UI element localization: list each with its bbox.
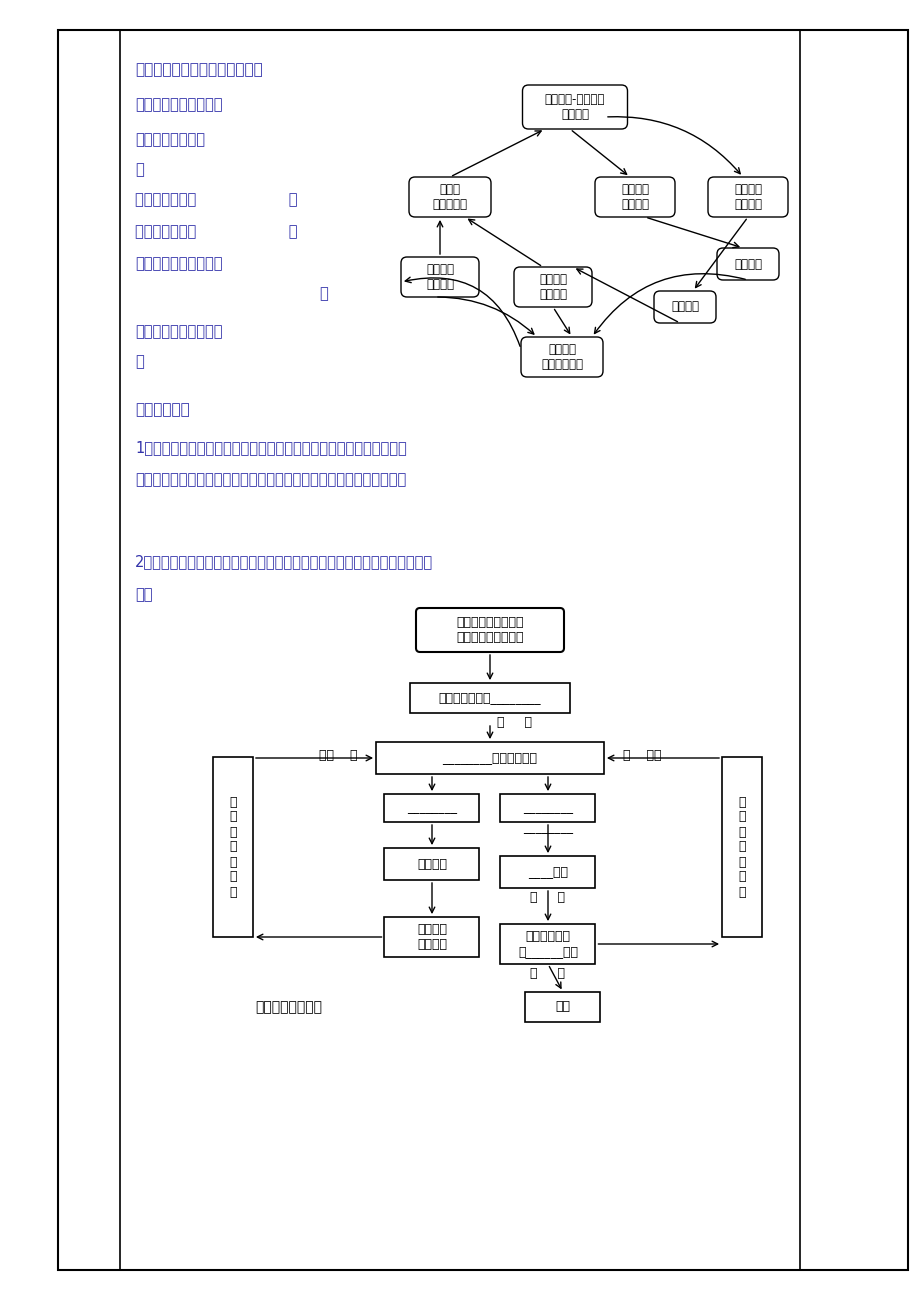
Text: （一）体温恒定的调节: （一）体温恒定的调节 bbox=[135, 98, 222, 112]
FancyBboxPatch shape bbox=[213, 756, 253, 937]
Text: 体温低于
正常体温: 体温低于 正常体温 bbox=[539, 273, 566, 301]
Text: 通过神经-体液调节
发出信息: 通过神经-体液调节 发出信息 bbox=[544, 92, 605, 121]
Text: ；: ； bbox=[135, 286, 328, 301]
Text: 体温感觉中枢是                    ；: 体温感觉中枢是 ； bbox=[135, 224, 297, 240]
Text: 主动饮水
补充水分: 主动饮水 补充水分 bbox=[416, 923, 447, 950]
Text: 。: 。 bbox=[135, 354, 143, 368]
Text: 【课堂探究】: 【课堂探究】 bbox=[135, 402, 189, 417]
Text: 细胞外液渗透压________: 细胞外液渗透压________ bbox=[438, 691, 540, 704]
Text: 体温升高: 体温升高 bbox=[670, 301, 698, 314]
FancyBboxPatch shape bbox=[410, 684, 570, 713]
FancyBboxPatch shape bbox=[401, 256, 479, 297]
Text: 饮水不足、体内失水
过多或吃的食物过咸: 饮水不足、体内失水 过多或吃的食物过咸 bbox=[456, 616, 523, 644]
FancyBboxPatch shape bbox=[520, 337, 602, 378]
FancyBboxPatch shape bbox=[500, 794, 595, 822]
Text: 抗利尿激素的作用：提高肾脏集合管对水的通透性，促进水的重吸收。: 抗利尿激素的作用：提高肾脏集合管对水的通透性，促进水的重吸收。 bbox=[135, 473, 406, 487]
Text: 1、抗利尿激素的产生部位、释放部位、作用部位及其作用分别是什么: 1、抗利尿激素的产生部位、释放部位、作用部位及其作用分别是什么 bbox=[135, 440, 406, 454]
FancyBboxPatch shape bbox=[500, 924, 595, 963]
FancyBboxPatch shape bbox=[384, 848, 479, 880]
Text: 体温调节中枢是                    ；: 体温调节中枢是 ； bbox=[135, 191, 297, 207]
FancyBboxPatch shape bbox=[721, 756, 761, 937]
Text: 散热减少
产热增加: 散热减少 产热增加 bbox=[620, 184, 648, 211]
Text: 产生渴觉: 产生渴觉 bbox=[416, 858, 447, 871]
Text: 人体热量的散失途径有: 人体热量的散失途径有 bbox=[135, 256, 222, 271]
Text: ________: ________ bbox=[406, 802, 457, 815]
Text: 散热增加
产热减少: 散热增加 产热减少 bbox=[733, 184, 761, 211]
Text: 肾小管、集合
管______水分: 肾小管、集合 管______水分 bbox=[517, 930, 577, 958]
FancyBboxPatch shape bbox=[525, 992, 600, 1022]
Text: 尿量: 尿量 bbox=[555, 1000, 570, 1013]
FancyBboxPatch shape bbox=[653, 292, 715, 323]
Text: ________: ________ bbox=[522, 802, 573, 815]
FancyBboxPatch shape bbox=[376, 742, 604, 773]
Text: ________: ________ bbox=[522, 822, 573, 835]
Text: 水盐平衡调节图解: 水盐平衡调节图解 bbox=[255, 1000, 322, 1014]
Text: （     ）: （ ） bbox=[497, 716, 532, 729]
Text: ____激素: ____激素 bbox=[528, 866, 567, 879]
Text: （    ）细: （ ）细 bbox=[622, 750, 661, 763]
Text: 化的: 化的 bbox=[135, 587, 153, 602]
Text: 三、人体的体温调节和水盐调节: 三、人体的体温调节和水盐调节 bbox=[135, 62, 263, 77]
Text: 细
胞
外
液
渗
透
压: 细 胞 外 液 渗 透 压 bbox=[229, 796, 236, 898]
Text: ；: ； bbox=[135, 161, 143, 177]
FancyBboxPatch shape bbox=[384, 794, 479, 822]
FancyBboxPatch shape bbox=[409, 177, 491, 217]
Text: 体温降低: 体温降低 bbox=[733, 258, 761, 271]
Text: 下丘脑
感受到变化: 下丘脑 感受到变化 bbox=[432, 184, 467, 211]
Text: ________渗透压感受器: ________渗透压感受器 bbox=[442, 751, 537, 764]
FancyBboxPatch shape bbox=[500, 855, 595, 888]
Text: 正常体温
（动态平衡）: 正常体温 （动态平衡） bbox=[540, 342, 583, 371]
FancyBboxPatch shape bbox=[415, 608, 563, 652]
Text: 人体热量的产生途径有: 人体热量的产生途径有 bbox=[135, 324, 222, 339]
FancyBboxPatch shape bbox=[514, 267, 591, 307]
FancyBboxPatch shape bbox=[708, 177, 788, 217]
FancyBboxPatch shape bbox=[716, 247, 778, 280]
FancyBboxPatch shape bbox=[522, 85, 627, 129]
Text: （     ）: （ ） bbox=[530, 967, 565, 980]
Text: 体温调节的方式是: 体温调节的方式是 bbox=[135, 132, 205, 147]
Text: 细（    ）: 细（ ） bbox=[318, 750, 357, 763]
FancyBboxPatch shape bbox=[595, 177, 675, 217]
FancyBboxPatch shape bbox=[384, 917, 479, 957]
Text: 细
胞
外
液
渗
透
压: 细 胞 外 液 渗 透 压 bbox=[737, 796, 745, 898]
Text: （     ）: （ ） bbox=[530, 891, 565, 904]
Text: 体温高于
正常体温: 体温高于 正常体温 bbox=[425, 263, 453, 292]
Text: 2、人体饮水过多时，抗利尿激素的分泌量肾小管的重吸收量及尿量是如何变: 2、人体饮水过多时，抗利尿激素的分泌量肾小管的重吸收量及尿量是如何变 bbox=[135, 553, 433, 569]
